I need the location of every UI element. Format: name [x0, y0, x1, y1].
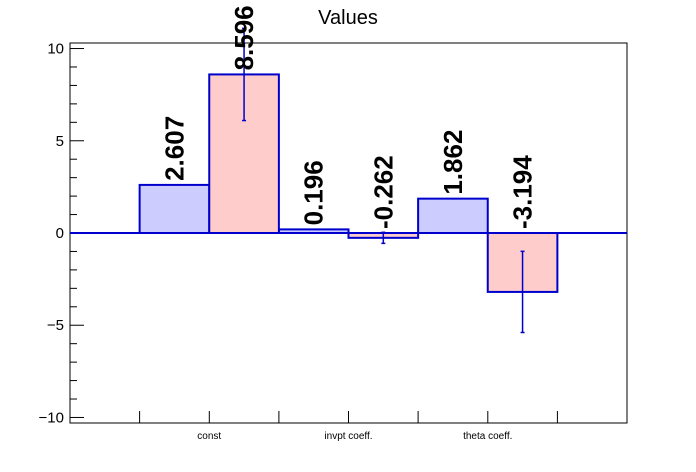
x-category-label: const	[197, 431, 221, 442]
chart-title: Values	[318, 7, 378, 29]
data-label: 1.862	[438, 130, 468, 195]
y-tick-label: 10	[47, 41, 64, 58]
data-label: -3.194	[508, 155, 538, 229]
data-label: -0.262	[368, 155, 398, 229]
x-category-label: invpt coeff.	[324, 431, 372, 442]
y-tick-label: 0	[56, 225, 64, 242]
x-category-label: theta coeff.	[463, 431, 512, 442]
plot-area: −10 −5 0 5 10 const invpt coeff. theta coeff. 2.…	[39, 5, 628, 442]
data-label: 0.196	[299, 160, 329, 225]
data-label: 2.607	[159, 116, 189, 181]
data-label: 8.596	[229, 5, 259, 70]
bar	[417, 197, 489, 234]
bar	[138, 183, 211, 235]
y-tick-label: −5	[47, 317, 64, 334]
y-tick-label: −10	[39, 409, 64, 426]
y-tick-label: 5	[56, 133, 64, 150]
